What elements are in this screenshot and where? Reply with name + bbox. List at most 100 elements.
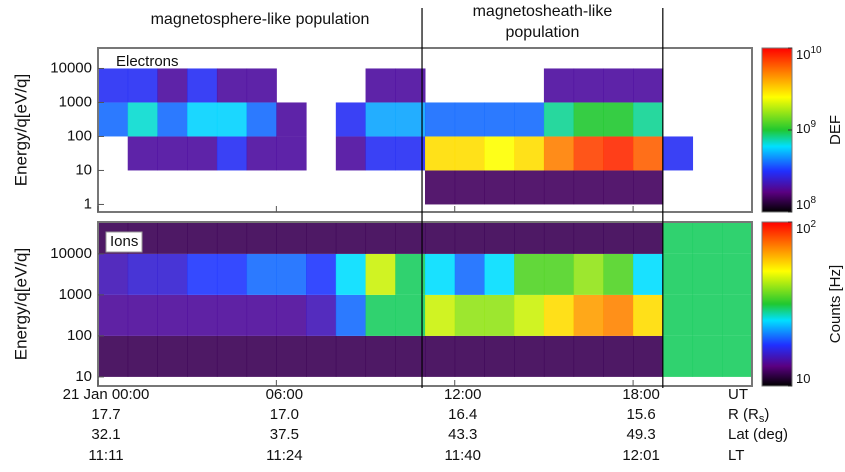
heatmap-cell — [157, 335, 188, 377]
colorbar-tick-label: 108 — [796, 195, 816, 213]
colorbar — [761, 221, 793, 387]
heatmap-cell — [484, 253, 515, 295]
heatmap-cell — [662, 294, 694, 336]
heatmap-cell — [98, 102, 129, 137]
heatmap-cell — [127, 335, 158, 377]
colorbar-tick-exponent: 10 — [810, 45, 822, 56]
heatmap-cell — [425, 294, 456, 336]
heatmap-cell — [425, 335, 456, 377]
heatmap-cell — [692, 222, 723, 254]
heatmap-cell — [187, 68, 218, 103]
row-name: LT — [728, 447, 744, 464]
heatmap-cell — [514, 253, 545, 295]
heatmap-cell — [216, 102, 248, 137]
heatmap-cell — [127, 136, 158, 171]
row-value: 11:40 — [445, 447, 481, 464]
heatmap-cell — [633, 68, 664, 103]
heatmap-cell — [365, 335, 396, 377]
heatmap-cell — [603, 170, 634, 205]
heatmap-cell — [127, 68, 158, 103]
heatmap-cell — [454, 294, 485, 336]
heatmap-cell — [603, 68, 634, 103]
row-value: 11:11 — [88, 447, 123, 464]
heatmap-cell — [722, 222, 753, 254]
heatmap-cell — [365, 253, 396, 295]
heatmap-cell — [692, 335, 723, 377]
heatmap-cell — [246, 294, 277, 336]
heatmap-cell — [157, 253, 188, 295]
row-value: 37.5 — [270, 426, 299, 443]
y-tick-label: 10 — [75, 368, 92, 385]
heatmap-cell — [543, 294, 575, 336]
panel-frame — [97, 47, 753, 213]
row-value: 12:01 — [622, 447, 660, 464]
heatmap-cell — [633, 335, 664, 377]
heatmap-cell — [425, 170, 456, 205]
row-name-text: Lat (deg) — [728, 426, 788, 443]
heatmap-cell — [573, 253, 604, 295]
heatmap-cell — [722, 335, 753, 377]
y-axis-label: Energy/q[eV/q] — [11, 74, 30, 186]
heatmap-cell — [603, 294, 634, 336]
heatmap-cell — [216, 335, 248, 377]
row-name-text: LT — [728, 447, 744, 464]
region-label: magnetosheath-like — [473, 3, 613, 20]
heatmap-cell — [722, 253, 753, 295]
heatmap-cell — [98, 68, 129, 103]
y-tick-label: 1000 — [59, 286, 92, 303]
heatmap-cell — [335, 222, 367, 254]
heatmap-cell — [157, 102, 188, 137]
heatmap-cell — [127, 102, 158, 137]
row-name-sub: s — [759, 413, 765, 425]
heatmap-cell — [573, 68, 604, 103]
colorbar-tick-base: 10 — [796, 121, 810, 136]
colorbar — [761, 47, 793, 213]
heatmap-cell — [157, 136, 188, 171]
heatmap-cell — [662, 222, 694, 254]
time-label: 06:00 — [266, 386, 304, 403]
heatmap-cell — [603, 335, 634, 377]
row-name-suffix: ) — [764, 406, 769, 423]
heatmap-cell — [335, 294, 367, 336]
heatmap-cell — [395, 68, 426, 103]
heatmap-cell — [633, 294, 664, 336]
panel-frame — [97, 221, 753, 387]
heatmap-cell — [246, 68, 277, 103]
heatmap-cell — [633, 222, 664, 254]
heatmap-cell — [603, 136, 634, 171]
heatmap-cell — [216, 136, 248, 171]
y-tick-label: 1000 — [59, 93, 92, 110]
heatmap-cell — [98, 253, 129, 295]
heatmap-cell — [216, 294, 248, 336]
heatmap-cell — [395, 222, 426, 254]
heatmap-cell — [246, 222, 277, 254]
heatmap-cell — [514, 136, 545, 171]
heatmap-cell — [127, 253, 158, 295]
heatmap-cell — [425, 253, 456, 295]
time-label: 12:00 — [444, 386, 482, 403]
heatmap-cell — [365, 222, 396, 254]
colorbar-tick-exponent: 8 — [810, 195, 816, 206]
colorbar-label: DEF — [827, 115, 844, 145]
heatmap-cell — [246, 253, 277, 295]
heatmap-cell — [454, 136, 485, 171]
heatmap-cell — [514, 102, 545, 137]
heatmap-cell — [603, 102, 634, 137]
colorbar-tick-exponent: 2 — [810, 219, 816, 230]
row-name: Lat (deg) — [728, 426, 788, 443]
heatmap-cell — [246, 102, 277, 137]
colorbar-tick-label: 109 — [796, 119, 816, 137]
colorbar-tick-base: 10 — [796, 371, 810, 386]
heatmap-cell — [335, 253, 367, 295]
heatmap-cell — [276, 102, 307, 137]
label-box — [105, 231, 143, 253]
heatmap-cell — [157, 294, 188, 336]
heatmap-cell — [722, 294, 753, 336]
time-label: 21 Jan 00:00 — [63, 386, 150, 403]
heatmap-cell — [127, 294, 158, 336]
row-value: 49.3 — [626, 426, 655, 443]
panel-label: Electrons — [116, 53, 179, 70]
heatmap-cell — [484, 222, 515, 254]
heatmap-cell — [306, 222, 337, 254]
panel-label: Ions — [110, 233, 138, 250]
